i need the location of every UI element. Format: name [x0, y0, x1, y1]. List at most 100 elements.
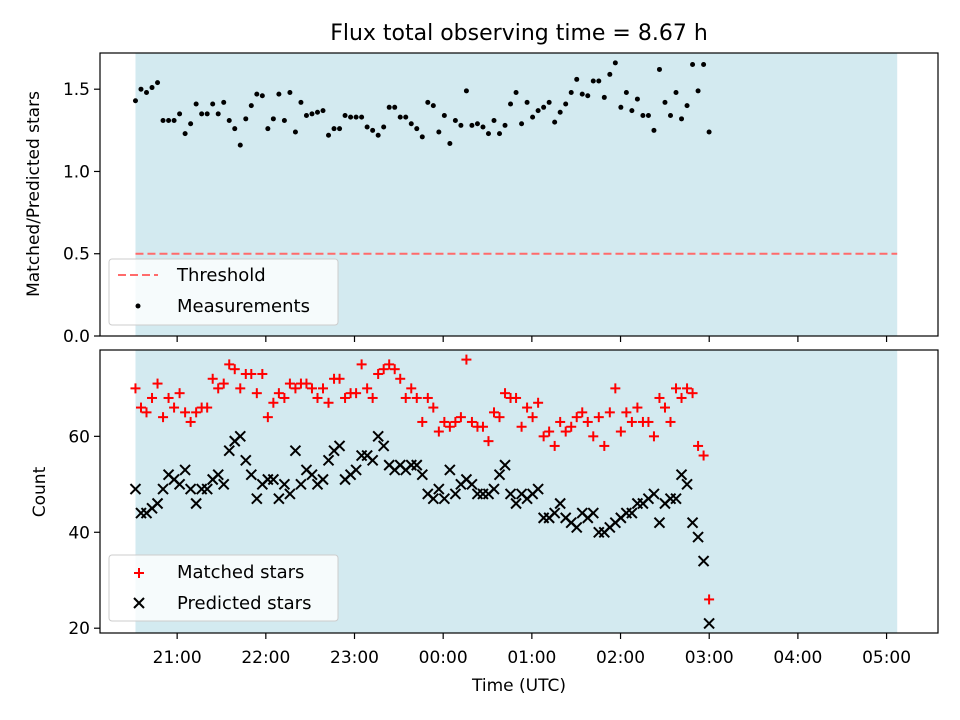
measurement-point	[601, 94, 607, 100]
predicted-star-point	[438, 492, 451, 505]
predicted-star-point	[449, 488, 462, 500]
matched-star-point	[356, 359, 367, 370]
measurement-point	[469, 122, 475, 128]
legend-threshold-label: Threshold	[176, 265, 266, 286]
matched-star-point	[246, 368, 257, 379]
matched-star-point	[340, 392, 351, 403]
predicted-star-point	[273, 492, 285, 505]
measurement-point	[679, 116, 685, 122]
measurement-point	[568, 89, 574, 95]
matched-star-point	[522, 402, 533, 413]
matched-star-point	[163, 392, 174, 403]
bottom-series-predicted-stars	[129, 430, 715, 630]
matched-star-point	[477, 421, 488, 432]
matched-star-point	[544, 426, 555, 437]
matched-star-point	[455, 412, 466, 423]
measurement-point	[171, 117, 177, 123]
measurement-point	[530, 114, 536, 120]
top-y-tick-label: 0.0	[63, 327, 90, 347]
top-y-tick-label: 1.0	[63, 162, 90, 182]
predicted-star-point	[504, 488, 517, 500]
legend-predicted-label: Predicted stars	[177, 593, 311, 614]
measurement-point	[485, 131, 491, 137]
matched-star-point	[191, 407, 202, 418]
matched-star-point	[174, 388, 185, 399]
matched-star-point	[593, 412, 604, 423]
measurement-point	[342, 113, 348, 119]
bottom-axes-frame	[99, 349, 939, 634]
predicted-star-point	[372, 430, 384, 443]
matched-star-point	[527, 412, 538, 423]
predicted-star-point	[223, 445, 235, 457]
measurement-point	[557, 109, 563, 115]
matched-star-point	[395, 373, 406, 384]
measurement-point	[441, 113, 447, 119]
matched-star-point	[351, 388, 362, 399]
measurement-point	[392, 104, 398, 110]
measurement-point	[701, 62, 707, 68]
bottom-y-axis-label: Count	[30, 466, 50, 517]
matched-star-point	[207, 373, 218, 384]
predicted-star-point	[184, 483, 197, 495]
matched-star-point	[698, 450, 709, 461]
measurement-point	[281, 117, 287, 123]
predicted-star-point	[317, 473, 329, 486]
measurement-point	[177, 111, 183, 117]
matched-star-point	[428, 402, 439, 413]
measurement-point	[215, 111, 221, 117]
measurement-point	[574, 76, 580, 82]
bottom-y-tick-label: 20	[68, 619, 90, 639]
measurement-point	[690, 62, 696, 68]
measurement-point	[656, 66, 662, 72]
predicted-star-point	[411, 459, 423, 471]
matched-star-point	[135, 402, 146, 413]
matched-star-point	[273, 388, 284, 399]
predicted-star-point	[322, 454, 335, 467]
measurement-point	[667, 113, 673, 119]
matched-star-point	[213, 383, 224, 394]
measurement-point	[259, 93, 265, 99]
legend-matched-label: Matched stars	[177, 562, 304, 583]
matched-star-point	[279, 392, 290, 403]
measurement-point	[541, 104, 547, 110]
measurement-point	[232, 126, 238, 132]
predicted-star-point	[675, 469, 688, 481]
matched-star-point	[687, 388, 698, 399]
matched-star-point	[152, 378, 163, 389]
measurement-point	[386, 104, 392, 110]
matched-star-point	[378, 364, 389, 375]
measurement-point	[188, 121, 194, 127]
top-series-measurements	[132, 60, 712, 148]
measurement-point	[684, 103, 690, 109]
matched-star-point	[533, 397, 544, 408]
matched-star-point	[433, 426, 444, 437]
measurement-point	[480, 124, 486, 130]
measurement-point	[651, 127, 657, 133]
x-tick-label: 04:00	[773, 648, 822, 668]
predicted-star-point	[179, 464, 191, 476]
measurement-point	[519, 121, 525, 127]
x-tick-label: 23:00	[330, 648, 379, 668]
measurement-point	[673, 89, 679, 95]
measurement-point	[353, 114, 359, 120]
predicted-star-point	[444, 464, 456, 476]
matched-star-point	[251, 388, 262, 399]
measurement-point	[590, 78, 596, 84]
predicted-star-point	[548, 507, 561, 519]
measurement-point	[364, 124, 370, 130]
measurement-point	[204, 111, 210, 117]
predicted-star-point	[278, 478, 291, 491]
measurement-point	[276, 91, 282, 97]
matched-star-point	[158, 412, 169, 423]
matched-star-point	[511, 392, 522, 403]
bottom-legend-box	[108, 554, 339, 622]
matched-star-point	[169, 402, 180, 413]
matched-star-point	[659, 402, 670, 413]
matched-star-point	[615, 426, 626, 437]
x-tick-label: 21:00	[153, 648, 202, 668]
measurement-point	[645, 113, 651, 119]
predicted-star-point	[333, 440, 346, 452]
measurement-point	[579, 91, 585, 97]
predicted-star-point	[554, 497, 566, 510]
